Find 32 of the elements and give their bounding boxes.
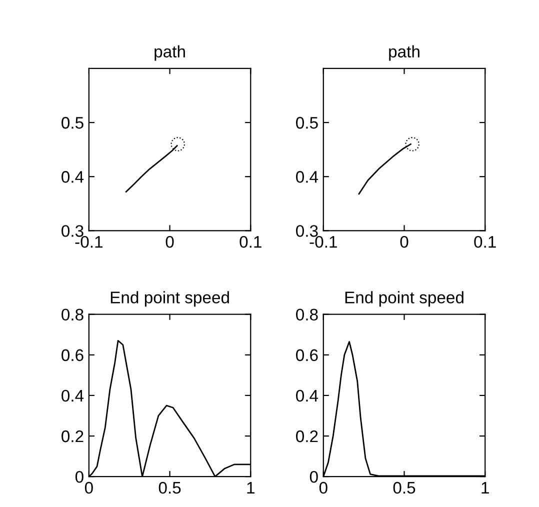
x-tick-label: -0.1 bbox=[75, 236, 102, 248]
y-tick-label: 0.5 bbox=[62, 116, 84, 129]
chart-title: path bbox=[389, 45, 420, 61]
y-tick-label: 0.8 bbox=[62, 308, 84, 321]
y-tick-label: 0.5 bbox=[296, 116, 318, 129]
chart-title: End point speed bbox=[345, 291, 464, 307]
x-tick-label: 0.1 bbox=[474, 236, 496, 248]
y-tick-label: 0 bbox=[75, 470, 84, 483]
x-tick-label: 0 bbox=[319, 482, 328, 494]
x-tick-label: 1 bbox=[482, 482, 489, 494]
chart-title: End point speed bbox=[110, 291, 229, 307]
y-tick-label: 0.3 bbox=[296, 225, 318, 237]
x-tick-label: 1 bbox=[247, 482, 254, 494]
y-tick-label: 0.4 bbox=[62, 390, 84, 402]
chart-title: path bbox=[154, 45, 185, 61]
x-tick-label: 0 bbox=[400, 236, 408, 248]
y-tick-label: 0.4 bbox=[296, 390, 318, 402]
x-tick-label: 0 bbox=[84, 482, 93, 494]
y-tick-label: 0.2 bbox=[296, 430, 318, 442]
x-tick-label: -0.1 bbox=[310, 236, 337, 248]
y-tick-label: 0.3 bbox=[62, 225, 84, 237]
y-tick-label: 0.4 bbox=[62, 171, 84, 183]
x-tick-label: 0.1 bbox=[240, 236, 262, 248]
y-tick-label: 0 bbox=[310, 470, 318, 483]
y-tick-label: 0.8 bbox=[296, 308, 318, 321]
x-tick-label: 0.5 bbox=[393, 482, 416, 494]
y-tick-label: 0.6 bbox=[62, 349, 84, 362]
x-tick-label: 0 bbox=[166, 236, 174, 248]
y-tick-label: 0.2 bbox=[62, 430, 84, 442]
x-tick-label: 0.5 bbox=[158, 482, 181, 494]
y-tick-label: 0.6 bbox=[296, 349, 318, 362]
y-tick-label: 0.4 bbox=[296, 171, 318, 183]
